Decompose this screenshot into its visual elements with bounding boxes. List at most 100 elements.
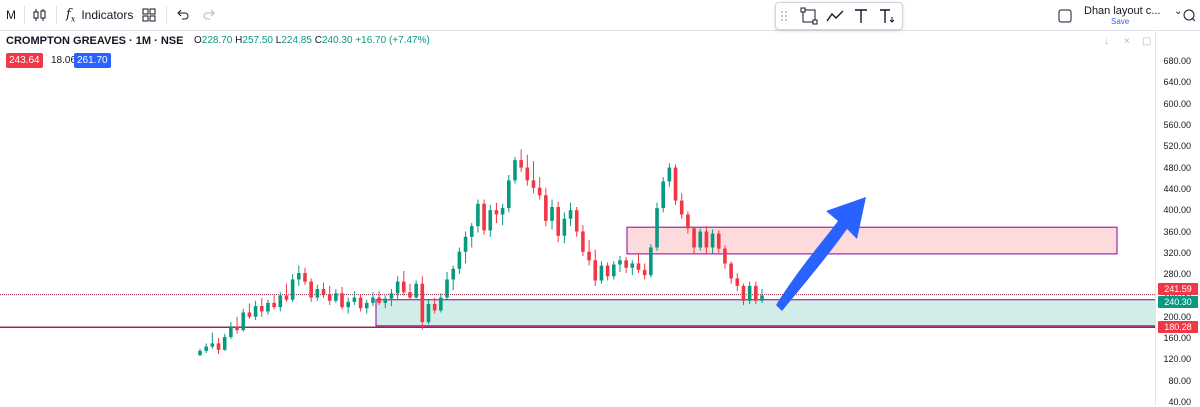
candle-body <box>463 236 468 252</box>
price-axis-label: 440.00 <box>1163 183 1191 194</box>
price-axis-label: 280.00 <box>1163 269 1191 280</box>
candle-body <box>605 265 610 277</box>
candle-body <box>550 206 554 221</box>
toolbar-divider <box>24 6 25 24</box>
candle-body <box>574 210 579 232</box>
candle-body <box>408 292 412 298</box>
change-value: +16.70 (+7.47%) <box>355 35 430 46</box>
price-tag: 240.30 <box>1158 296 1198 309</box>
close-value: 240.30 <box>321 35 353 46</box>
anchored-text-icon[interactable] <box>878 7 896 25</box>
candle-body <box>216 343 221 350</box>
layout-checkbox-icon[interactable] <box>1058 9 1072 23</box>
candle-body <box>334 293 338 301</box>
candle-body <box>371 297 375 303</box>
candle-body <box>661 181 665 209</box>
layout-save-label[interactable]: Save <box>1111 17 1130 26</box>
indicators-button[interactable]: fx Indicators <box>66 4 133 26</box>
candle-body <box>432 303 437 311</box>
candle-body <box>352 297 357 302</box>
candle-body <box>204 346 208 351</box>
candle-body <box>513 160 517 181</box>
candle-body <box>451 268 456 280</box>
spread-value: 18.06 <box>51 55 77 66</box>
candle-body <box>259 306 264 312</box>
candle-body <box>309 281 313 298</box>
candle-body <box>482 203 486 231</box>
candle-body <box>383 298 388 303</box>
candle-body <box>506 180 511 209</box>
text-icon[interactable] <box>852 7 870 25</box>
top-toolbar: M fx Indicators Dhan layout c... Save ⌄ <box>0 0 1200 31</box>
chart-type-button[interactable] <box>32 4 50 26</box>
candle-body <box>519 160 523 168</box>
price-axis-label: 520.00 <box>1163 141 1191 152</box>
search-button[interactable] <box>1182 4 1198 26</box>
interval-button[interactable]: M <box>6 4 20 26</box>
candle-body <box>679 200 684 215</box>
candle-body <box>556 206 560 236</box>
chart-pane[interactable] <box>0 31 1155 405</box>
price-axis[interactable]: 680.00 640.00 600.00 560.00 520.00 480.00 440.… <box>1155 31 1200 407</box>
layout-selector[interactable]: Dhan layout c... Save ⌄ <box>1058 4 1188 28</box>
candle-body <box>630 263 635 268</box>
candle-body <box>358 297 363 309</box>
price-axis-label: 360.00 <box>1163 226 1191 237</box>
candle-body <box>377 297 381 303</box>
undo-icon <box>177 9 189 20</box>
symbol-title[interactable]: CROMPTON GREAVES · 1M · NSE <box>6 35 184 47</box>
candle-body <box>253 306 258 317</box>
candle-body <box>235 326 239 331</box>
path-icon[interactable] <box>826 7 844 25</box>
candle-body <box>247 312 252 317</box>
price-axis-label: 240.00 <box>1163 290 1191 300</box>
templates-button[interactable] <box>142 4 158 26</box>
candle-body <box>754 285 758 301</box>
open-value: 228.70 <box>201 35 233 46</box>
candle-body <box>537 187 542 196</box>
candle-body <box>414 283 418 298</box>
candle-body <box>284 295 289 300</box>
ohlc-values: O228.70 H257.50 L224.85 C240.30 +16.70 (… <box>194 35 430 46</box>
undo-button[interactable] <box>176 4 190 26</box>
candle-body <box>716 233 721 249</box>
price-axis-label: 80.00 <box>1168 375 1191 386</box>
candle-body <box>673 167 678 201</box>
price-axis-label: 640.00 <box>1163 77 1191 88</box>
candle-body <box>618 260 622 265</box>
buy-price-button[interactable]: 261.70 <box>74 53 111 68</box>
close-icon[interactable]: × <box>1124 36 1130 47</box>
candle-body <box>476 203 480 227</box>
candle-body <box>290 279 295 300</box>
candle-body <box>636 263 641 270</box>
candle-body <box>229 326 233 337</box>
arrow-down-icon[interactable]: ↓ <box>1104 36 1109 47</box>
sell-price-button[interactable]: 243.64 <box>6 53 43 68</box>
candle-body <box>420 283 425 323</box>
candle-body <box>593 260 598 281</box>
candle-body <box>698 231 703 248</box>
price-axis-label: 680.00 <box>1163 56 1191 66</box>
candle-body <box>389 293 394 299</box>
maximize-icon[interactable]: ▢ <box>1142 36 1152 47</box>
candle-body <box>500 208 505 215</box>
redo-button[interactable] <box>202 4 216 26</box>
candle-body <box>729 263 733 279</box>
candle-body <box>439 297 443 311</box>
candle-body <box>445 279 449 298</box>
price-axis-label: 160.00 <box>1163 333 1191 344</box>
candle-body <box>297 273 301 280</box>
drag-handle-icon[interactable] <box>780 7 788 25</box>
close-label: C <box>314 35 322 46</box>
candle-body <box>272 302 276 308</box>
low-label: L <box>275 35 282 46</box>
price-axis-label: 400.00 <box>1163 205 1191 216</box>
candle-body <box>581 231 585 252</box>
candle-body <box>562 218 567 236</box>
price-tag: 241.59 <box>1158 282 1198 295</box>
rectangle-icon[interactable] <box>800 7 818 25</box>
chevron-down-icon[interactable]: ⌄ <box>1174 6 1183 17</box>
candle-body <box>198 350 202 356</box>
templates-icon <box>142 8 156 22</box>
candle-body <box>667 167 672 182</box>
